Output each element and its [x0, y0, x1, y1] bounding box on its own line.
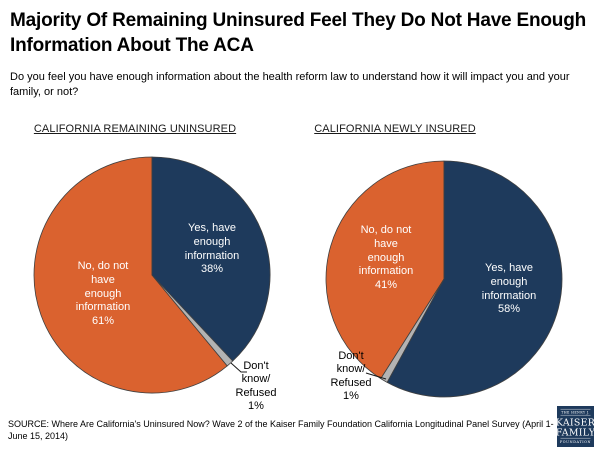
pie-slice-no-do-not-have-enough-information — [33, 156, 228, 394]
leader-line-dont-know — [365, 372, 387, 380]
page-title: Majority Of Remaining Uninsured Feel The… — [10, 10, 587, 57]
pie-slice-yes-have-enough-information — [151, 156, 271, 362]
logo-text-kaiser: KAISER — [557, 418, 594, 429]
logo-text-family: FAMILY — [557, 428, 594, 439]
leader-line-dont-know — [230, 362, 247, 373]
chart-title-newly-insured: CALIFORNIA NEWLY INSURED — [314, 123, 476, 135]
kaiser-family-foundation-logo: THE HENRY J. KAISER FAMILY FOUNDATION — [557, 406, 594, 447]
pie-slice-no-do-not-have-enough-information — [325, 160, 445, 380]
slice-label-dont-know-1-right: Don't know/Refused 1% — [330, 350, 372, 403]
slice-label-dont-know-1-left: Don't know/Refused 1% — [235, 360, 277, 413]
survey-question: Do you feel you have enough information … — [10, 71, 570, 98]
logo-text-foundation: FOUNDATION — [560, 440, 591, 444]
logo-text-henry: THE HENRY J. — [561, 410, 589, 414]
chart-title-remaining-uninsured: CALIFORNIA REMAINING UNINSURED — [33, 123, 237, 135]
source-note: SOURCE: Where Are California's Uninsured… — [8, 419, 554, 441]
pie-chart-remaining-uninsured — [33, 156, 271, 394]
pie-chart-newly-insured — [325, 160, 563, 398]
pie-slice-yes-have-enough-information — [386, 160, 563, 398]
logo-background — [557, 406, 594, 447]
